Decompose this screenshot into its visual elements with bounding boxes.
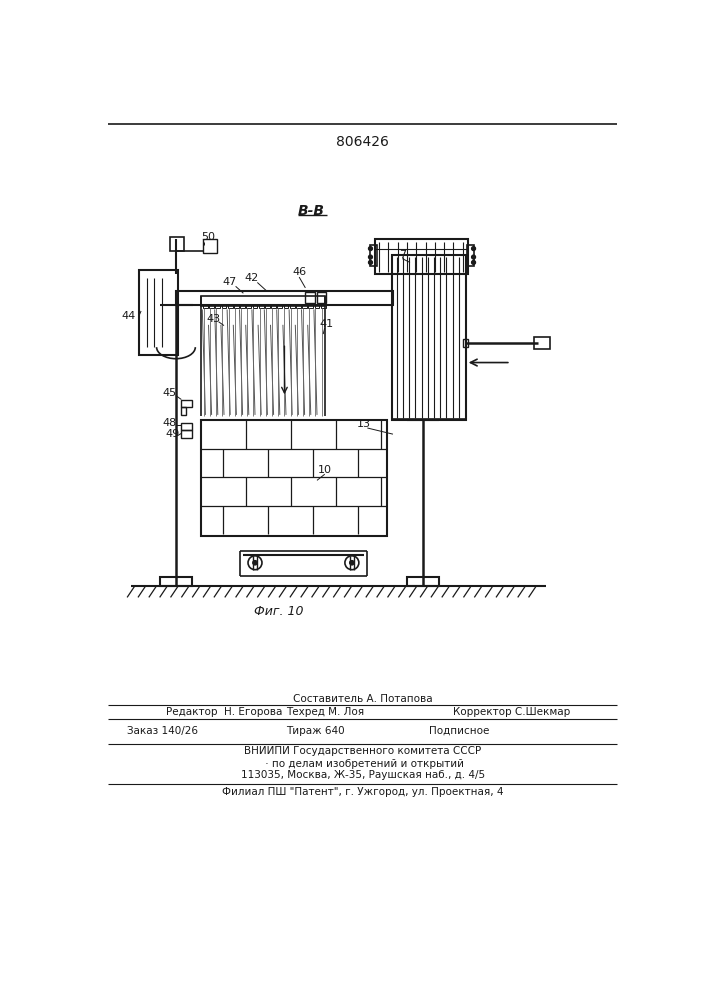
Bar xyxy=(467,245,474,266)
Bar xyxy=(277,305,282,308)
Text: Редактор  Н. Егорова: Редактор Н. Егорова xyxy=(166,707,282,717)
Bar xyxy=(305,292,315,303)
Text: 45: 45 xyxy=(163,388,177,398)
Text: Тираж 640: Тираж 640 xyxy=(286,726,344,736)
Bar xyxy=(464,339,468,347)
Bar xyxy=(252,305,257,308)
Bar xyxy=(222,305,226,308)
Bar xyxy=(182,400,192,407)
Bar xyxy=(201,420,387,536)
Bar xyxy=(284,305,288,308)
Bar xyxy=(203,305,208,308)
Text: 46: 46 xyxy=(292,267,306,277)
Text: Фиг. 10: Фиг. 10 xyxy=(254,605,303,618)
Circle shape xyxy=(368,255,373,259)
Text: · по делам изобретений и открытий: · по делам изобретений и открытий xyxy=(262,759,464,769)
Bar xyxy=(240,305,245,308)
Circle shape xyxy=(349,560,354,565)
Bar xyxy=(203,239,217,253)
Text: 43: 43 xyxy=(207,314,221,324)
Bar xyxy=(392,255,466,420)
Text: Заказ 140/26: Заказ 140/26 xyxy=(127,726,198,736)
Bar xyxy=(375,239,468,274)
Text: Корректор С.Шекмар: Корректор С.Шекмар xyxy=(452,707,570,717)
Bar xyxy=(228,305,233,308)
Text: 41: 41 xyxy=(320,319,334,329)
Bar xyxy=(139,270,177,355)
Circle shape xyxy=(472,247,476,251)
Text: 7: 7 xyxy=(399,250,406,260)
Bar xyxy=(234,305,239,308)
Bar xyxy=(321,305,325,308)
Bar xyxy=(182,423,192,430)
Bar xyxy=(290,305,295,308)
Text: 42: 42 xyxy=(244,273,258,283)
Bar xyxy=(170,237,184,251)
Text: 113035, Москва, Ж-35, Раушская наб., д. 4/5: 113035, Москва, Ж-35, Раушская наб., д. … xyxy=(240,770,485,780)
Text: Филиал ПШ "Патент", г. Ужгород, ул. Проектная, 4: Филиал ПШ "Патент", г. Ужгород, ул. Прое… xyxy=(222,787,503,797)
Bar xyxy=(176,291,393,305)
Circle shape xyxy=(252,560,257,565)
Bar xyxy=(303,305,307,308)
Text: 47: 47 xyxy=(222,277,237,287)
Bar xyxy=(370,245,377,266)
Bar xyxy=(534,337,549,349)
Text: 49: 49 xyxy=(165,429,179,439)
Bar xyxy=(407,577,440,586)
Bar xyxy=(182,430,192,438)
Text: 48: 48 xyxy=(163,418,177,428)
Bar xyxy=(259,305,264,308)
Text: Составитель А. Потапова: Составитель А. Потапова xyxy=(293,694,433,704)
Text: В-В: В-В xyxy=(298,204,325,218)
Bar xyxy=(160,577,192,586)
Bar xyxy=(265,305,270,308)
Text: Техред М. Лоя: Техред М. Лоя xyxy=(286,707,364,717)
Bar xyxy=(182,407,186,415)
Text: 806426: 806426 xyxy=(337,135,389,149)
Text: 10: 10 xyxy=(317,465,332,475)
Bar xyxy=(216,305,220,308)
Bar xyxy=(315,305,320,308)
Bar xyxy=(308,305,313,308)
Bar xyxy=(317,292,327,303)
Circle shape xyxy=(472,261,476,264)
Circle shape xyxy=(368,247,373,251)
Bar xyxy=(247,305,251,308)
Bar xyxy=(209,305,214,308)
Circle shape xyxy=(472,255,476,259)
Bar xyxy=(201,296,325,306)
Text: ВНИИПИ Государственного комитета СССР: ВНИИПИ Государственного комитета СССР xyxy=(244,746,481,756)
Bar xyxy=(296,305,300,308)
Text: Подписное: Подписное xyxy=(429,726,490,736)
Bar xyxy=(271,305,276,308)
Circle shape xyxy=(368,261,373,264)
Text: 13: 13 xyxy=(356,419,370,429)
Text: 44: 44 xyxy=(122,311,136,321)
Text: 50: 50 xyxy=(201,232,216,242)
